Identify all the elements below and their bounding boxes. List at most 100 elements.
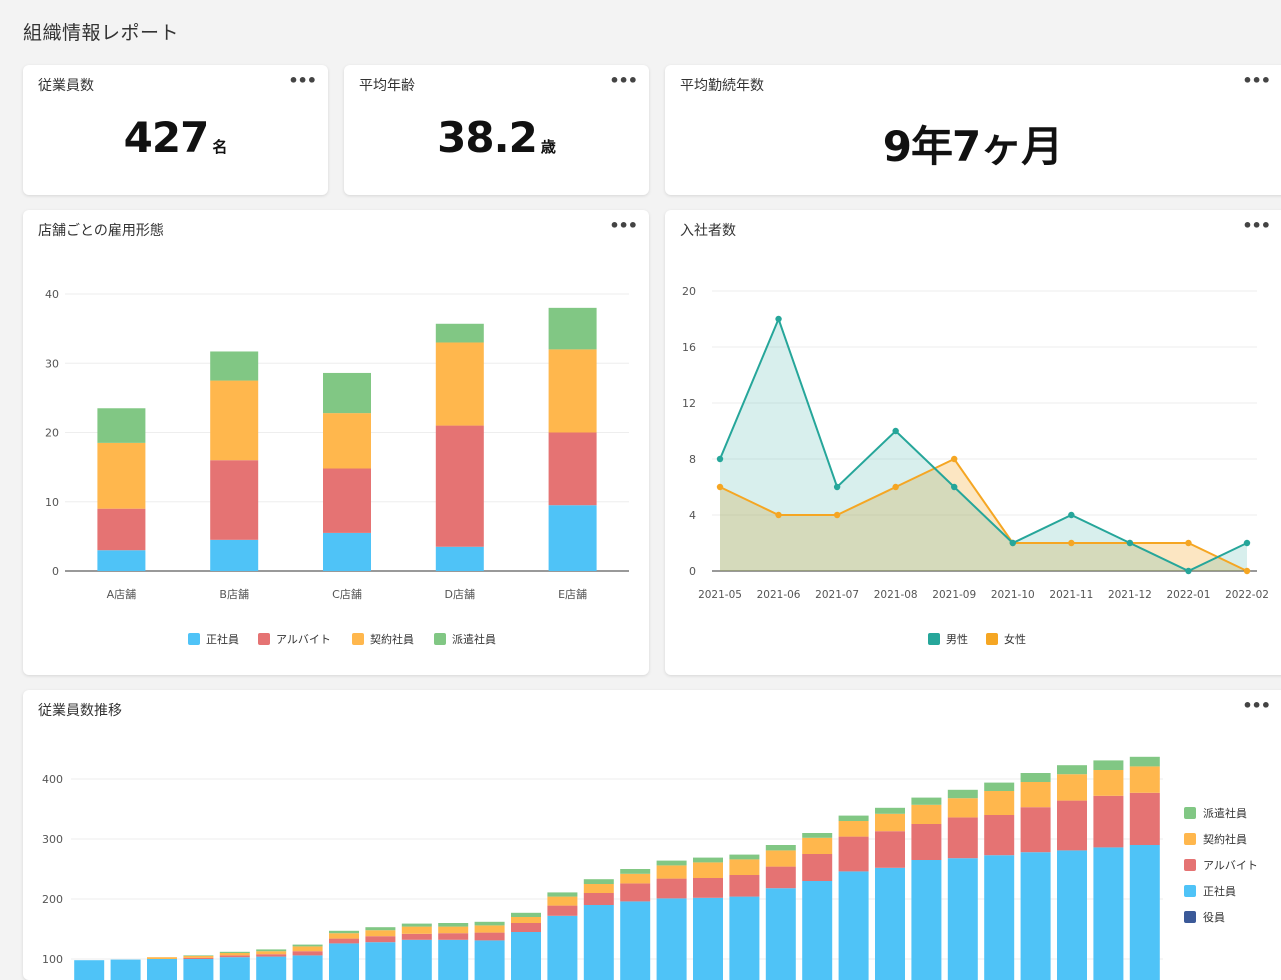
bar-segment bbox=[765, 866, 796, 889]
bar-segment bbox=[656, 898, 687, 980]
chart-title: 従業員数推移 bbox=[38, 703, 122, 719]
bar-segment bbox=[765, 845, 796, 851]
legend-label: 派遣社員 bbox=[452, 632, 496, 646]
bar-segment bbox=[693, 862, 723, 878]
bar-segment bbox=[729, 859, 760, 875]
bar-segment bbox=[365, 927, 396, 931]
bar-segment bbox=[947, 858, 978, 980]
more-menu-icon[interactable]: ••• bbox=[1242, 696, 1271, 715]
bar-segment bbox=[511, 917, 541, 923]
legend-swatch bbox=[986, 633, 998, 645]
kpi-unit: 歳 bbox=[540, 138, 556, 156]
bar-segment bbox=[438, 933, 469, 940]
legend-label: 契約社員 bbox=[1203, 832, 1247, 846]
more-menu-icon[interactable]: ••• bbox=[609, 216, 638, 235]
x-tick-label: 2021-07 bbox=[815, 589, 859, 601]
legend-swatch bbox=[1184, 911, 1196, 923]
more-menu-icon[interactable]: ••• bbox=[1242, 216, 1271, 235]
legend-label: 派遣社員 bbox=[1203, 806, 1247, 820]
bar-segment bbox=[838, 821, 869, 837]
y-tick-label: 400 bbox=[42, 773, 63, 786]
bar-segment bbox=[210, 539, 259, 571]
bar-segment bbox=[219, 955, 250, 958]
bar-segment bbox=[620, 873, 651, 884]
legend-swatch bbox=[352, 633, 364, 645]
bar-segment bbox=[1093, 760, 1124, 770]
kpi-value-avg-tenure: 9年7ヶ月 bbox=[665, 113, 1281, 174]
y-tick-label: 16 bbox=[682, 341, 696, 354]
legend-swatch bbox=[928, 633, 940, 645]
bar-segment bbox=[97, 408, 146, 443]
bar-segment bbox=[401, 933, 432, 940]
kpi-card-avg-age: 平均年齢 ••• 38.2 歳 bbox=[344, 65, 649, 195]
bar-segment bbox=[511, 912, 541, 917]
legend-label: 契約社員 bbox=[370, 632, 414, 646]
bar-segment bbox=[765, 888, 796, 980]
bar-segment bbox=[693, 897, 723, 980]
kpi-value-avg-age: 38.2 歳 bbox=[344, 113, 649, 162]
bar-segment bbox=[329, 933, 359, 939]
bar-segment bbox=[693, 857, 723, 863]
bar-segment bbox=[838, 836, 869, 872]
bar-segment bbox=[548, 432, 597, 506]
bar-segment bbox=[435, 425, 484, 547]
bar-segment bbox=[1020, 807, 1051, 853]
bar-segment bbox=[656, 865, 687, 879]
bar-segment bbox=[838, 815, 869, 821]
bar-segment bbox=[729, 854, 760, 860]
kpi-number: 9年7ヶ月 bbox=[882, 122, 1063, 171]
bar-segment bbox=[292, 955, 323, 980]
bar-segment bbox=[656, 878, 687, 899]
x-tick-label: 2021-11 bbox=[1049, 589, 1093, 601]
chart-title: 入社者数 bbox=[680, 223, 736, 239]
bar-segment bbox=[474, 940, 505, 980]
data-point bbox=[951, 483, 958, 491]
bar-segment bbox=[1129, 792, 1160, 845]
bar-segment bbox=[329, 930, 359, 934]
bar-segment bbox=[147, 957, 177, 959]
x-tick-label: 2021-10 bbox=[991, 589, 1035, 601]
bar-segment bbox=[210, 460, 259, 540]
data-point bbox=[716, 455, 724, 463]
y-tick-label: 20 bbox=[45, 427, 59, 440]
bar-segment bbox=[729, 896, 760, 980]
bar-segment bbox=[1057, 765, 1087, 775]
bar-segment bbox=[365, 942, 396, 980]
bar-segment bbox=[548, 349, 597, 433]
more-menu-icon[interactable]: ••• bbox=[1242, 71, 1271, 90]
bar-segment bbox=[1129, 766, 1160, 793]
area-fill bbox=[720, 319, 1247, 571]
x-tick-label: 2021-06 bbox=[757, 589, 801, 601]
bar-segment bbox=[323, 372, 371, 414]
bar-segment bbox=[947, 789, 978, 799]
y-tick-label: 30 bbox=[45, 357, 59, 370]
bar-segment bbox=[401, 926, 432, 934]
more-menu-icon[interactable]: ••• bbox=[288, 71, 317, 90]
bar-segment bbox=[583, 884, 614, 893]
bar-segment bbox=[947, 817, 978, 859]
bar-segment bbox=[1020, 852, 1051, 980]
more-menu-icon[interactable]: ••• bbox=[609, 71, 638, 90]
bar-segment bbox=[984, 791, 1015, 815]
kpi-card-employees: 従業員数 ••• 427 名 bbox=[23, 65, 328, 195]
legend-swatch bbox=[258, 633, 270, 645]
bar-segment bbox=[256, 949, 287, 952]
bar-segment bbox=[435, 323, 484, 343]
series-line bbox=[719, 457, 1248, 572]
bar-segment bbox=[110, 959, 141, 980]
legend-label: アルバイト bbox=[1203, 859, 1258, 872]
bar-segment bbox=[875, 807, 905, 814]
bar-segment bbox=[620, 883, 651, 902]
y-tick-label: 4 bbox=[689, 509, 696, 522]
legend-label: 女性 bbox=[1004, 632, 1026, 646]
bar-segment bbox=[183, 959, 214, 980]
bar-segment bbox=[1057, 850, 1087, 980]
data-point bbox=[1243, 567, 1251, 575]
bar-segment bbox=[365, 930, 396, 937]
bar-segment bbox=[1093, 795, 1124, 848]
bar-segment bbox=[474, 925, 505, 933]
data-point bbox=[1185, 539, 1192, 547]
bar-segment bbox=[984, 855, 1015, 980]
data-point bbox=[1126, 539, 1134, 547]
bar-segment bbox=[583, 893, 614, 905]
